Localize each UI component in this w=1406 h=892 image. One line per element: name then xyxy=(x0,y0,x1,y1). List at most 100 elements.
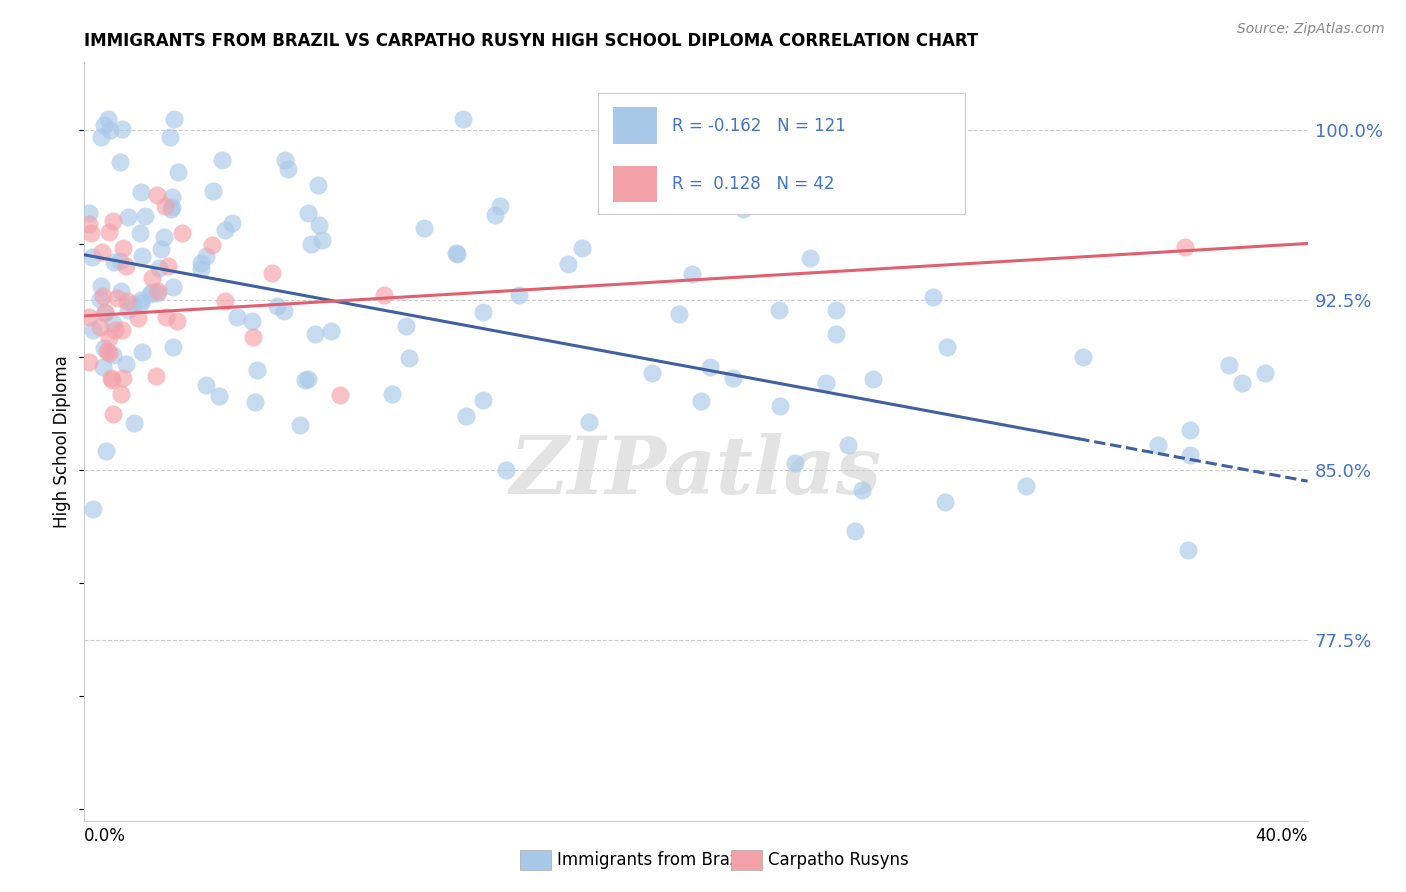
Point xyxy=(77,355,100,369)
Point xyxy=(211,153,233,167)
Point xyxy=(297,206,319,220)
Point xyxy=(495,463,517,477)
Point xyxy=(484,208,506,222)
Point xyxy=(194,249,217,263)
Point xyxy=(107,291,129,305)
Point xyxy=(837,438,859,452)
Point xyxy=(139,287,162,301)
Point xyxy=(93,341,115,355)
Point xyxy=(815,376,838,391)
Point xyxy=(245,363,267,377)
Point xyxy=(454,409,477,424)
Point xyxy=(117,211,139,225)
Point xyxy=(243,395,266,409)
Text: Carpatho Rusyns: Carpatho Rusyns xyxy=(768,851,908,869)
Point xyxy=(134,209,156,223)
Point xyxy=(122,297,145,311)
Point xyxy=(129,226,152,240)
Text: Immigrants from Brazil: Immigrants from Brazil xyxy=(557,851,748,869)
Point xyxy=(167,165,190,179)
Point xyxy=(131,345,153,359)
Point xyxy=(1180,448,1202,462)
Point xyxy=(294,373,316,387)
Point xyxy=(145,369,167,384)
Point xyxy=(117,302,139,317)
Point xyxy=(297,371,319,385)
Point xyxy=(190,262,212,277)
Point xyxy=(1147,438,1170,452)
Point xyxy=(77,205,100,219)
Point xyxy=(101,373,124,387)
Point xyxy=(571,241,593,255)
Point xyxy=(936,340,959,354)
Point xyxy=(101,214,124,228)
Point xyxy=(141,270,163,285)
Point xyxy=(122,416,145,430)
Point xyxy=(115,293,138,308)
Point xyxy=(471,392,494,407)
Point xyxy=(160,200,183,214)
Point xyxy=(1015,479,1038,493)
Point xyxy=(103,316,125,330)
Point xyxy=(110,284,132,298)
Point xyxy=(146,285,169,300)
Point xyxy=(221,217,243,231)
Point xyxy=(768,302,790,317)
Point xyxy=(166,313,188,327)
Point xyxy=(150,242,173,256)
Point xyxy=(862,372,884,386)
Point xyxy=(274,153,297,168)
Point xyxy=(311,233,333,247)
Point xyxy=(453,112,475,126)
Point xyxy=(208,389,231,403)
Point xyxy=(489,199,512,213)
Point xyxy=(329,388,352,402)
Point xyxy=(111,122,134,136)
Point xyxy=(921,290,943,304)
Point xyxy=(129,296,152,310)
Point xyxy=(1218,358,1240,372)
Point xyxy=(97,331,120,345)
Point xyxy=(103,255,125,269)
Point xyxy=(769,400,792,414)
Point xyxy=(1253,366,1275,380)
Point xyxy=(90,244,112,259)
Point xyxy=(145,187,167,202)
Point xyxy=(141,285,163,299)
Point xyxy=(304,327,326,342)
Point xyxy=(240,313,263,327)
Point xyxy=(1177,543,1199,558)
Point xyxy=(98,123,121,137)
Point xyxy=(214,294,236,309)
Point xyxy=(194,377,217,392)
Point xyxy=(103,407,125,421)
Text: 0.0%: 0.0% xyxy=(84,827,127,845)
Point xyxy=(89,292,111,306)
Point xyxy=(146,285,169,299)
Point xyxy=(114,358,136,372)
Point xyxy=(131,249,153,263)
Point xyxy=(94,305,117,319)
Point xyxy=(1073,350,1095,364)
Point xyxy=(77,217,100,231)
Point xyxy=(668,307,690,321)
Point xyxy=(100,371,122,385)
Point xyxy=(825,326,848,341)
Point xyxy=(82,501,104,516)
Point xyxy=(844,524,866,538)
Point xyxy=(381,387,404,401)
Point xyxy=(307,178,329,192)
Point xyxy=(108,155,131,169)
Point xyxy=(93,118,115,132)
Point xyxy=(1174,240,1197,254)
Point xyxy=(851,483,873,498)
Point xyxy=(288,417,311,432)
Point xyxy=(1230,376,1253,390)
Text: IMMIGRANTS FROM BRAZIL VS CARPATHO RUSYN HIGH SCHOOL DIPLOMA CORRELATION CHART: IMMIGRANTS FROM BRAZIL VS CARPATHO RUSYN… xyxy=(84,32,979,50)
Point xyxy=(163,112,186,126)
Point xyxy=(127,310,149,325)
Point xyxy=(412,221,434,235)
Point xyxy=(273,304,295,318)
Point xyxy=(799,251,821,265)
Point xyxy=(77,310,100,324)
